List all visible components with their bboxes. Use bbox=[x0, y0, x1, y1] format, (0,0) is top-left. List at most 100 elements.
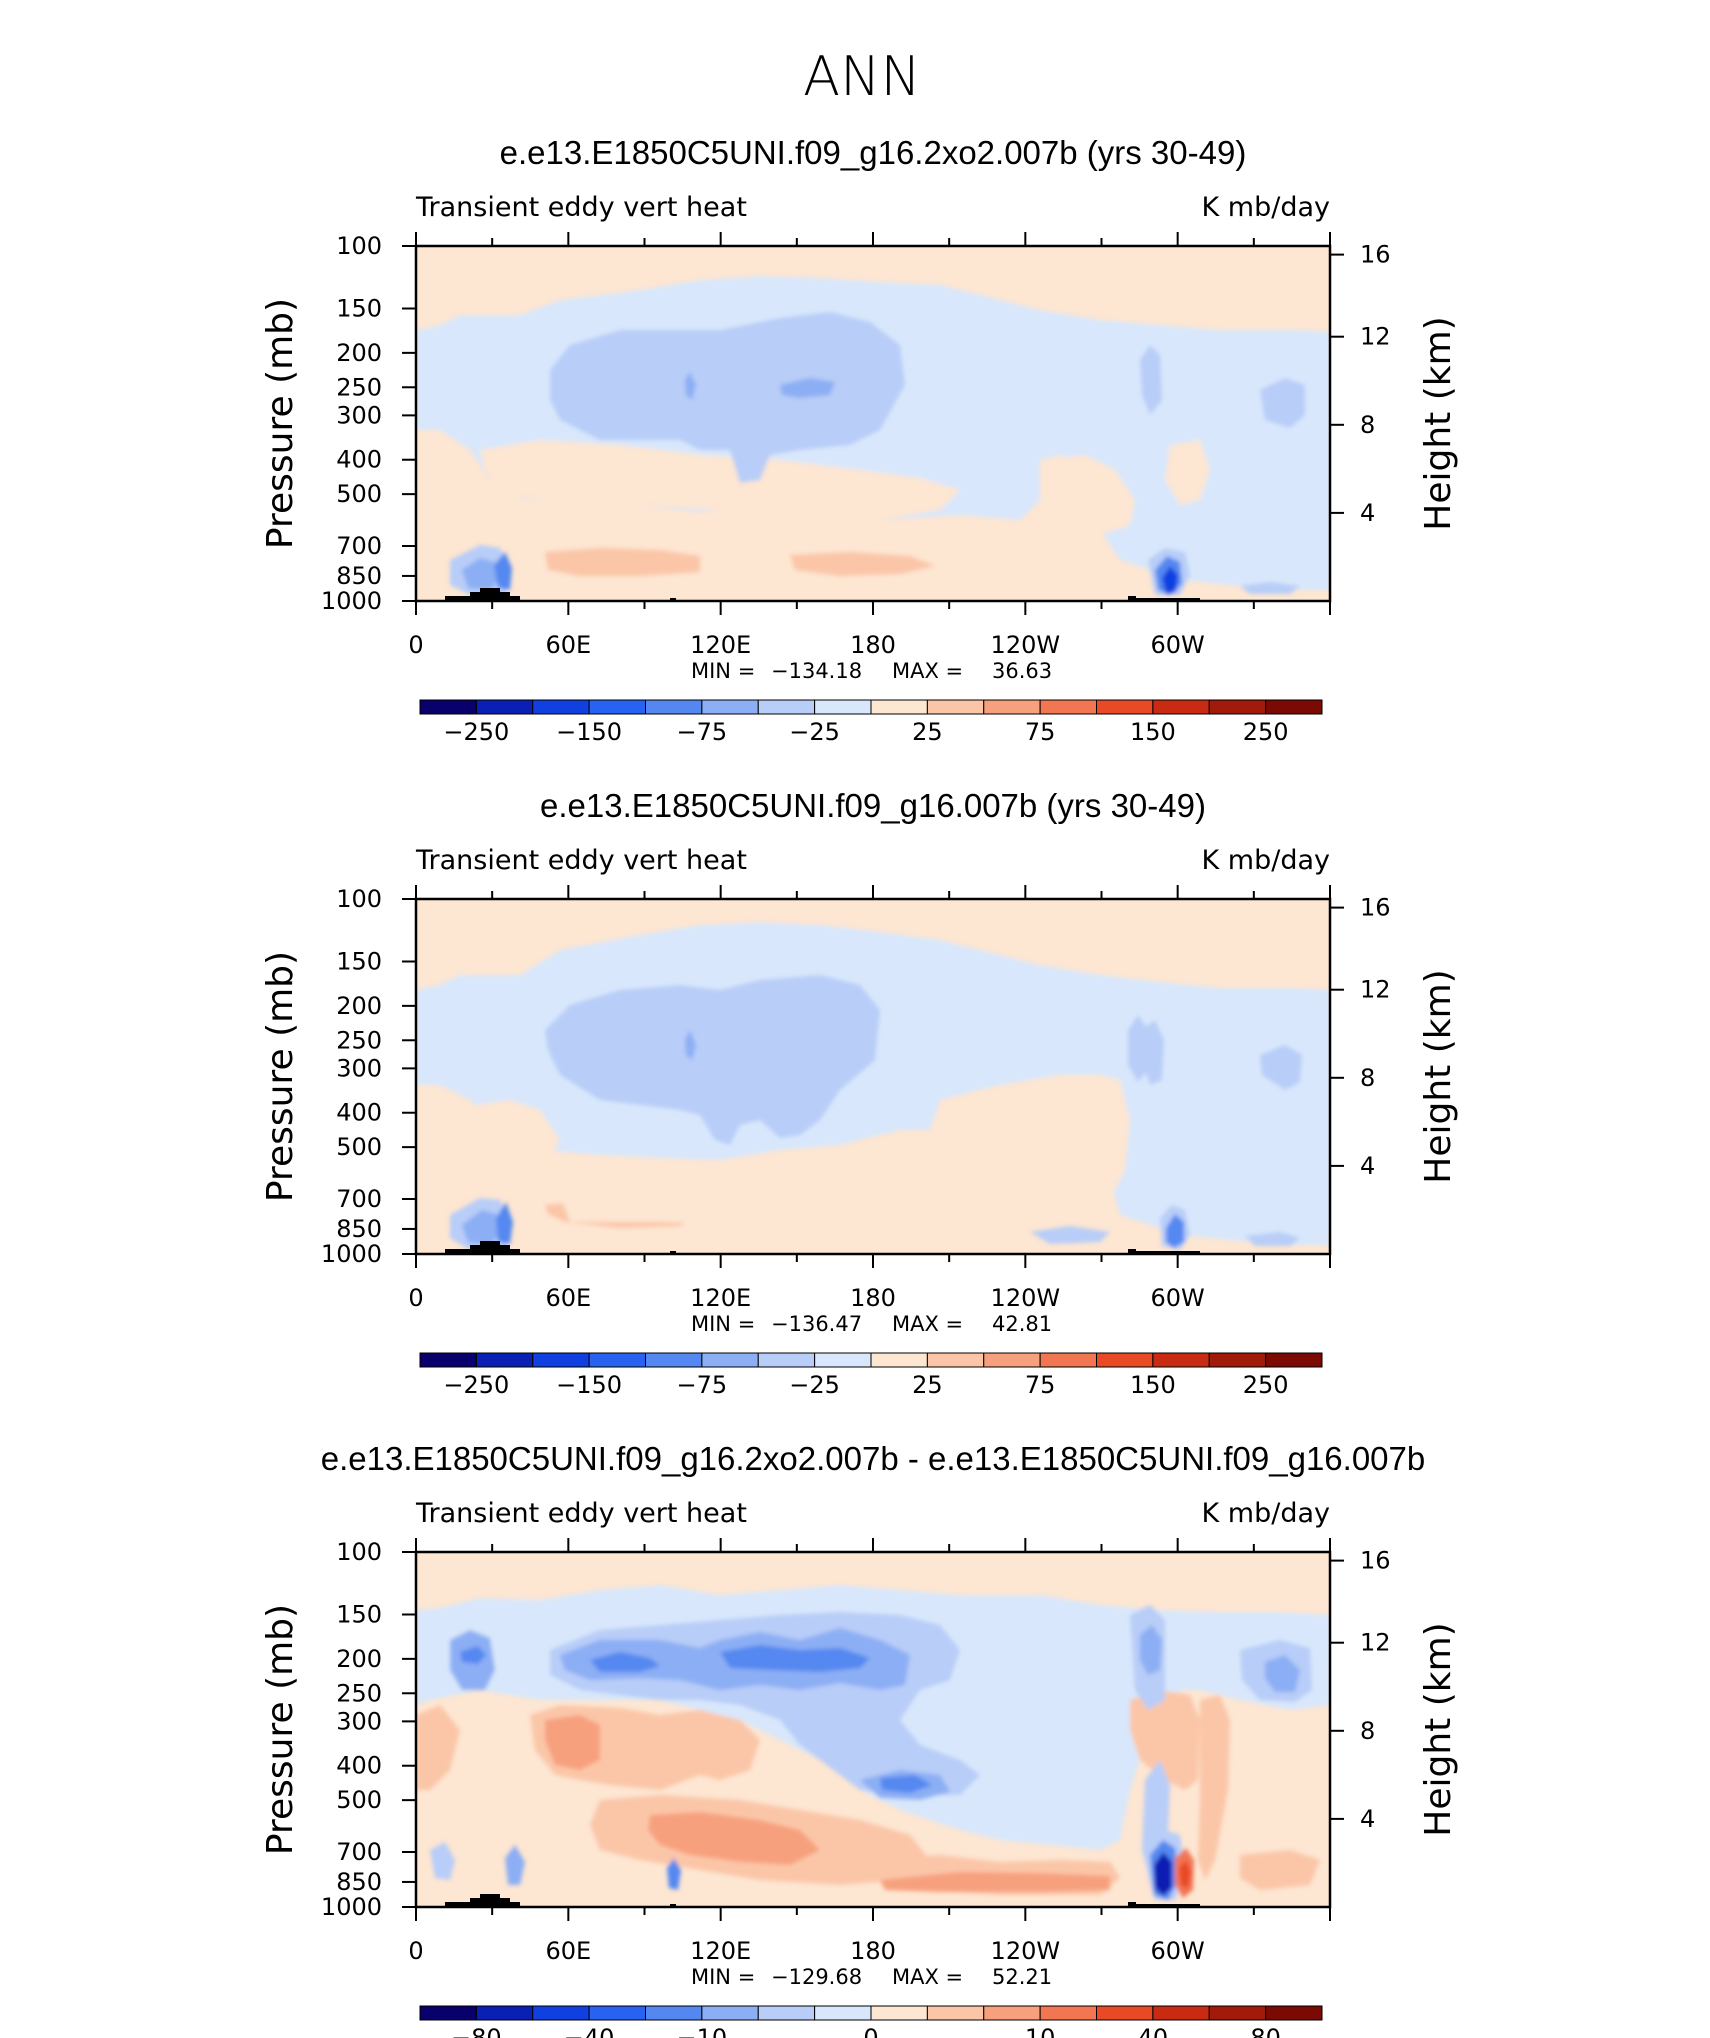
y-tick-label: 700 bbox=[336, 532, 382, 560]
neg-region bbox=[430, 1842, 455, 1880]
y-tick-label: 500 bbox=[336, 1133, 382, 1161]
max-value: 52.21 bbox=[992, 1965, 1052, 1989]
colorbar-swatch bbox=[532, 2005, 590, 2021]
y-axis-title: Pressure (mb) bbox=[260, 951, 301, 1202]
y-tick-label: 300 bbox=[336, 1054, 382, 1082]
y2-tick-label: 12 bbox=[1360, 323, 1391, 351]
contour-field bbox=[416, 1552, 1330, 1907]
neg-region bbox=[1265, 1655, 1300, 1692]
neg-region bbox=[1154, 1852, 1172, 1896]
variable-label: Transient eddy vert heat bbox=[415, 192, 747, 223]
colorbar-swatch bbox=[926, 1352, 985, 1368]
colorbar-label: 250 bbox=[1243, 1371, 1289, 1399]
colorbar-swatch bbox=[588, 699, 646, 715]
panel-title: e.e13.E1850C5UNI.f09_g16.007b (yrs 30-49… bbox=[540, 787, 1206, 824]
pos-region bbox=[560, 1190, 960, 1226]
max-label: MAX = bbox=[892, 659, 963, 683]
neg-region bbox=[1162, 566, 1178, 594]
colorbar-label: 10 bbox=[1025, 2024, 1056, 2038]
neg-region bbox=[780, 378, 835, 398]
y-tick-label: 200 bbox=[336, 992, 382, 1020]
colorbar-swatch bbox=[1096, 699, 1154, 715]
y-tick-label: 1000 bbox=[321, 1893, 382, 1921]
colorbar-label: 75 bbox=[1025, 718, 1056, 746]
colorbar-swatch bbox=[475, 699, 534, 715]
colorbar-swatch bbox=[1265, 1352, 1323, 1368]
y2-tick-label: 4 bbox=[1360, 1152, 1375, 1180]
neg-region bbox=[496, 1202, 513, 1244]
neg-region bbox=[505, 1845, 525, 1885]
x-tick-label: 0 bbox=[408, 631, 423, 659]
y-tick-label: 300 bbox=[336, 401, 382, 429]
x-tick-label: 0 bbox=[408, 1284, 423, 1312]
neg-region bbox=[1142, 1020, 1164, 1085]
max-label: MAX = bbox=[892, 1965, 963, 1989]
pos-region bbox=[1165, 440, 1210, 505]
pos-region bbox=[940, 1075, 1130, 1205]
y-tick-label: 400 bbox=[336, 1752, 382, 1780]
colorbar-swatch bbox=[1096, 2005, 1154, 2021]
y2-tick-label: 16 bbox=[1360, 241, 1391, 269]
pos-region bbox=[1240, 1850, 1320, 1890]
neg-region bbox=[494, 552, 512, 590]
y2-tick-label: 8 bbox=[1360, 411, 1375, 439]
min-label: MIN = bbox=[691, 1965, 755, 1989]
colorbar-swatch bbox=[701, 1352, 759, 1368]
min-label: MIN = bbox=[691, 1312, 755, 1336]
x-tick-label: 0 bbox=[408, 1937, 423, 1965]
max-value: 36.63 bbox=[992, 659, 1052, 683]
colorbar-label: −75 bbox=[677, 1371, 728, 1399]
y-tick-label: 300 bbox=[336, 1707, 382, 1735]
x-tick-label: 180 bbox=[850, 631, 896, 659]
neg-region bbox=[1260, 1045, 1302, 1090]
y-tick-label: 500 bbox=[336, 480, 382, 508]
y-tick-label: 200 bbox=[336, 1645, 382, 1673]
colorbar-swatch bbox=[983, 2005, 1041, 2021]
units-label: K mb/day bbox=[1202, 192, 1331, 223]
colorbar-swatch bbox=[1152, 2005, 1210, 2021]
neg-region bbox=[1030, 1226, 1110, 1244]
pos-region bbox=[475, 1100, 560, 1165]
colorbar-swatch bbox=[1039, 2005, 1097, 2021]
colorbar-swatch bbox=[814, 699, 872, 715]
neg-region bbox=[1260, 378, 1305, 428]
x-tick-label: 60E bbox=[545, 631, 591, 659]
panel-title: e.e13.E1850C5UNI.f09_g16.2xo2.007b - e.e… bbox=[321, 1440, 1426, 1477]
y-tick-label: 850 bbox=[336, 1215, 382, 1243]
y2-tick-label: 8 bbox=[1360, 1064, 1375, 1092]
y-tick-label: 100 bbox=[336, 1538, 382, 1566]
colorbar-label: 250 bbox=[1243, 718, 1289, 746]
neg-region bbox=[1140, 1625, 1162, 1675]
x-tick-label: 120W bbox=[991, 1937, 1061, 1965]
colorbar-swatch bbox=[870, 699, 928, 715]
pos-region bbox=[545, 1715, 600, 1770]
colorbar-swatch bbox=[1039, 1352, 1097, 1368]
neg-region bbox=[685, 1030, 696, 1060]
pos-region bbox=[648, 1812, 820, 1865]
y2-tick-label: 4 bbox=[1360, 499, 1375, 527]
x-tick-label: 60E bbox=[545, 1937, 591, 1965]
y2-tick-label: 16 bbox=[1360, 1547, 1391, 1575]
neg-region bbox=[1245, 1232, 1300, 1246]
pos-region bbox=[480, 440, 960, 520]
y-tick-label: 500 bbox=[336, 1786, 382, 1814]
variable-label: Transient eddy vert heat bbox=[415, 845, 747, 876]
colorbar-swatch bbox=[983, 1352, 1041, 1368]
colorbar-swatch bbox=[814, 2005, 872, 2021]
colorbar-label: −250 bbox=[443, 718, 509, 746]
x-tick-label: 60W bbox=[1151, 1284, 1205, 1312]
colorbar-label: 0 bbox=[863, 2024, 878, 2038]
x-tick-label: 120E bbox=[690, 631, 751, 659]
pos-region bbox=[1042, 455, 1135, 535]
y2-axis-title: Height (km) bbox=[1418, 316, 1459, 530]
y-tick-label: 250 bbox=[336, 373, 382, 401]
min-value: −136.47 bbox=[771, 1312, 862, 1336]
neg-region bbox=[590, 1652, 660, 1672]
panel-3: e.e13.E1850C5UNI.f09_g16.2xo2.007b - e.e… bbox=[260, 1440, 1459, 2038]
colorbar-swatch bbox=[701, 699, 759, 715]
y-tick-label: 1000 bbox=[321, 587, 382, 615]
min-value: −134.18 bbox=[771, 659, 862, 683]
colorbar-label: −25 bbox=[789, 1371, 840, 1399]
x-tick-label: 60W bbox=[1151, 631, 1205, 659]
